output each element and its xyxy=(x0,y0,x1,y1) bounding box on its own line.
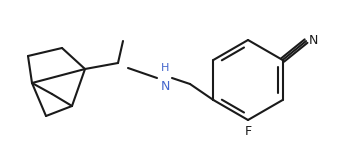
Text: N: N xyxy=(309,34,318,47)
Text: F: F xyxy=(245,125,252,138)
Text: H: H xyxy=(161,63,169,73)
Text: N: N xyxy=(160,80,170,93)
